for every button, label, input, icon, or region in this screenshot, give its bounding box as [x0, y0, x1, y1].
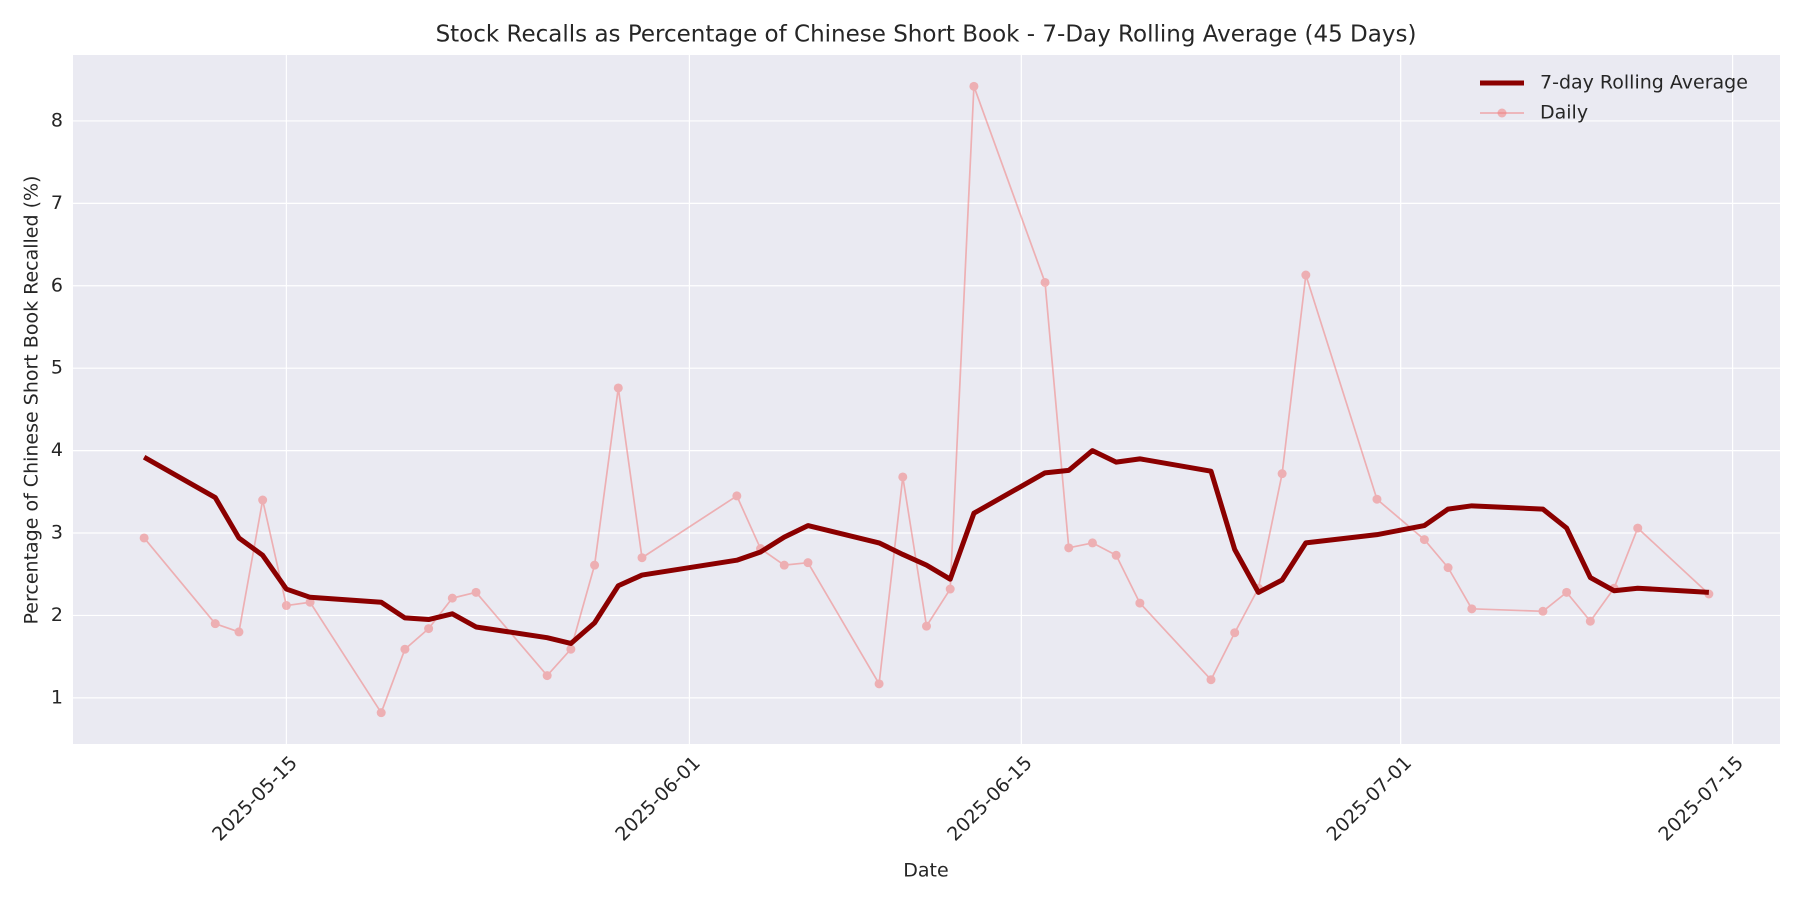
marker	[1064, 543, 1074, 553]
marker	[779, 560, 789, 570]
chart-title: Stock Recalls as Percentage of Chinese S…	[436, 22, 1417, 48]
marker	[424, 624, 434, 634]
marker	[803, 558, 813, 568]
y-tick-label: 5	[51, 357, 63, 379]
marker	[400, 644, 410, 654]
marker	[613, 383, 623, 393]
legend-marker	[1497, 108, 1507, 118]
plot-area	[73, 55, 1780, 744]
x-tick-label: 2025-07-15	[1654, 752, 1748, 846]
marker	[1372, 494, 1382, 504]
marker	[637, 553, 647, 563]
marker	[376, 708, 386, 718]
line	[142, 448, 1710, 646]
grid	[73, 55, 1780, 744]
marker	[447, 593, 457, 603]
marker	[590, 560, 600, 570]
y-tick-label: 1	[51, 686, 63, 708]
y-tick-label: 6	[51, 274, 63, 296]
x-tick-label: 2025-06-15	[943, 752, 1037, 846]
marker	[258, 495, 268, 505]
marker	[898, 472, 908, 482]
y-tick-label: 4	[51, 439, 63, 461]
marker	[1087, 538, 1097, 548]
y-axis-label: Percentage of Chinese Short Book Recalle…	[21, 176, 43, 625]
x-tick-label: 2025-06-01	[611, 752, 705, 846]
marker	[1301, 270, 1311, 280]
marker	[210, 619, 220, 629]
x-axis-label: Date	[903, 860, 948, 882]
marker	[1585, 616, 1595, 626]
legend-label: 7-day Rolling Average	[1540, 72, 1748, 94]
marker	[969, 81, 979, 91]
marker	[305, 597, 315, 607]
y-tick-label: 2	[51, 604, 63, 626]
marker	[1135, 598, 1145, 608]
marker	[945, 584, 955, 594]
plot	[139, 81, 1714, 718]
y-tick-label: 8	[51, 109, 63, 131]
legend: 7-day Rolling Average Daily	[1480, 72, 1748, 124]
y-tick-label: 3	[51, 522, 63, 544]
marker	[281, 601, 291, 611]
marker	[1633, 523, 1643, 533]
series	[139, 81, 1714, 718]
marker	[1443, 563, 1453, 573]
marker	[1230, 628, 1240, 638]
marker	[1419, 535, 1429, 545]
y-tick-label: 7	[51, 192, 63, 214]
marker	[1040, 277, 1050, 287]
marker	[874, 679, 884, 689]
marker	[1277, 469, 1287, 479]
marker	[1467, 604, 1477, 614]
marker	[471, 587, 481, 597]
marker	[1562, 587, 1572, 597]
marker	[234, 627, 244, 637]
x-tick-label: 2025-05-15	[208, 752, 302, 846]
marker	[922, 621, 931, 631]
marker	[1538, 606, 1548, 616]
marker	[732, 491, 742, 501]
series	[142, 448, 1710, 646]
marker	[1111, 550, 1121, 560]
x-tick-label: 2025-07-01	[1322, 752, 1416, 846]
marker	[566, 644, 576, 654]
legend-label: Daily	[1540, 102, 1588, 124]
marker	[139, 533, 149, 543]
marker	[542, 671, 552, 681]
marker	[1206, 675, 1216, 685]
